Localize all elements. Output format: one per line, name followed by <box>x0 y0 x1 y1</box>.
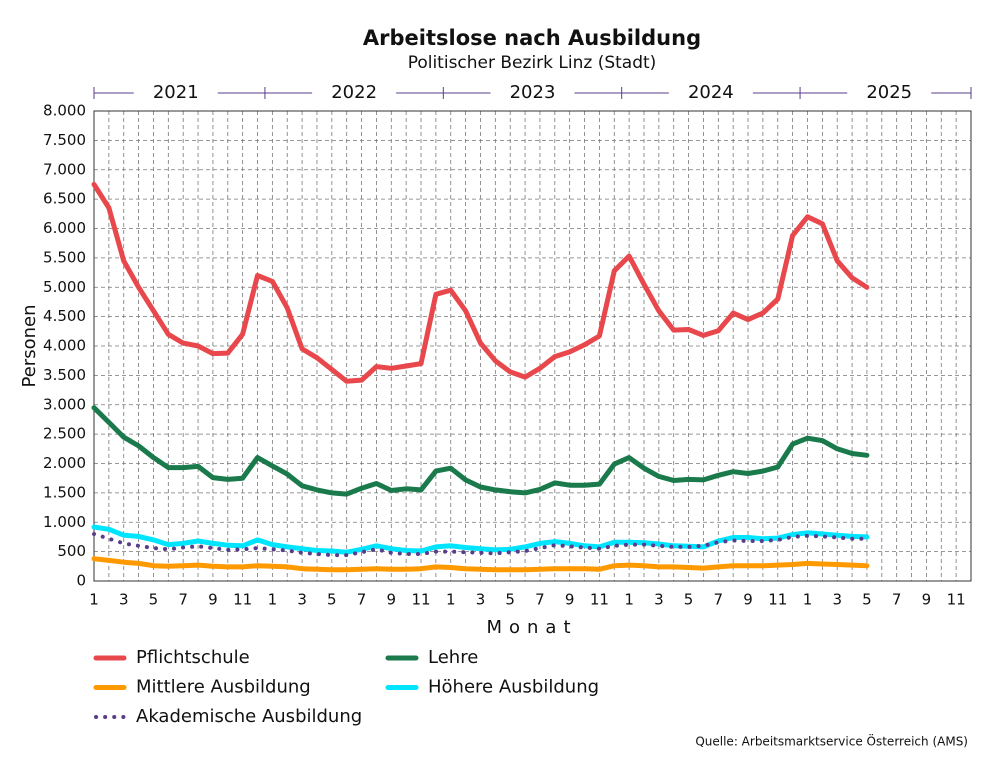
x-tick-label: 5 <box>327 591 337 609</box>
x-tick-label: 11 <box>233 591 252 609</box>
year-label: 2023 <box>510 82 556 103</box>
y-tick-label: 4.000 <box>43 337 86 355</box>
x-tick-label: 3 <box>832 591 842 609</box>
y-tick-label: 0 <box>76 572 86 590</box>
y-tick-label: 5.000 <box>43 278 86 296</box>
x-tick-label: 7 <box>714 591 724 609</box>
y-tick-label: 7.500 <box>43 131 86 149</box>
plot-border <box>93 110 972 582</box>
y-tick-label: 4.500 <box>43 307 86 325</box>
x-tick-label: 9 <box>922 591 932 609</box>
series-line <box>91 181 870 384</box>
y-tick-label: 1.000 <box>43 513 86 531</box>
y-tick-label: 5.500 <box>43 248 86 266</box>
x-tick-label: 3 <box>654 591 664 609</box>
chart-subtitle: Politischer Bezirk Linz (Stadt) <box>408 53 657 73</box>
y-tick-label: 6.000 <box>43 219 86 237</box>
x-tick-label: 1 <box>446 591 456 609</box>
y-tick-label: 8.000 <box>43 102 86 120</box>
y-tick-label: 2.000 <box>43 454 86 472</box>
year-label: 2021 <box>153 82 199 103</box>
x-tick-label: 7 <box>535 591 545 609</box>
x-tick-label: 3 <box>476 591 486 609</box>
legend-label: Pflichtschule <box>136 647 250 668</box>
x-tick-label: 5 <box>862 591 872 609</box>
x-tick-label: 5 <box>505 591 515 609</box>
x-tick-label: 7 <box>892 591 902 609</box>
year-label: 2022 <box>331 82 377 103</box>
year-label-bg <box>133 83 218 103</box>
y-tick-label: 3.000 <box>43 395 86 413</box>
x-tick-label: 11 <box>768 591 787 609</box>
y-tick-label: 6.500 <box>43 190 86 208</box>
x-tick-label: 3 <box>297 591 307 609</box>
y-tick-label: 3.500 <box>43 366 86 384</box>
series-line <box>92 532 869 558</box>
x-tick-label: 11 <box>411 591 430 609</box>
year-label-bg <box>847 83 932 103</box>
x-tick-label: 9 <box>208 591 218 609</box>
x-tick-label: 1 <box>268 591 278 609</box>
x-tick-label: 7 <box>178 591 188 609</box>
x-tick-label: 7 <box>357 591 367 609</box>
series-line <box>91 405 870 497</box>
legend-label: Akademische Ausbildung <box>136 706 362 727</box>
year-label-bg <box>490 83 575 103</box>
x-tick-label: 11 <box>590 591 609 609</box>
x-tick-label: 1 <box>89 591 99 609</box>
y-axis-label: Personen <box>19 305 40 388</box>
year-label: 2024 <box>688 82 734 103</box>
x-tick-label: 9 <box>387 591 397 609</box>
y-tick-label: 7.000 <box>43 160 86 178</box>
y-tick-label: 500 <box>57 542 86 560</box>
series-line <box>91 556 870 573</box>
y-tick-label: 2.500 <box>43 425 86 443</box>
x-axis-label: Monat <box>486 617 577 638</box>
legend-label: Lehre <box>428 647 478 668</box>
y-tick-label: 1.500 <box>43 483 86 501</box>
x-tick-label: 3 <box>119 591 129 609</box>
x-tick-label: 1 <box>624 591 634 609</box>
x-tick-label: 5 <box>684 591 694 609</box>
source: Quelle: Arbeitsmarktservice Österreich (… <box>695 733 968 749</box>
x-tick-label: 5 <box>149 591 159 609</box>
x-tick-label: 1 <box>803 591 813 609</box>
year-label-bg <box>668 83 753 103</box>
x-tick-label: 9 <box>743 591 753 609</box>
x-tick-label: 11 <box>947 591 966 609</box>
year-label-bg <box>312 83 397 103</box>
legend-label: Mittlere Ausbildung <box>136 677 311 698</box>
series-line <box>91 524 870 555</box>
legend-label: Höhere Ausbildung <box>428 677 599 698</box>
chart-title: Arbeitslose nach Ausbildung <box>363 26 701 50</box>
year-label: 2025 <box>866 82 912 103</box>
x-tick-label: 9 <box>565 591 575 609</box>
